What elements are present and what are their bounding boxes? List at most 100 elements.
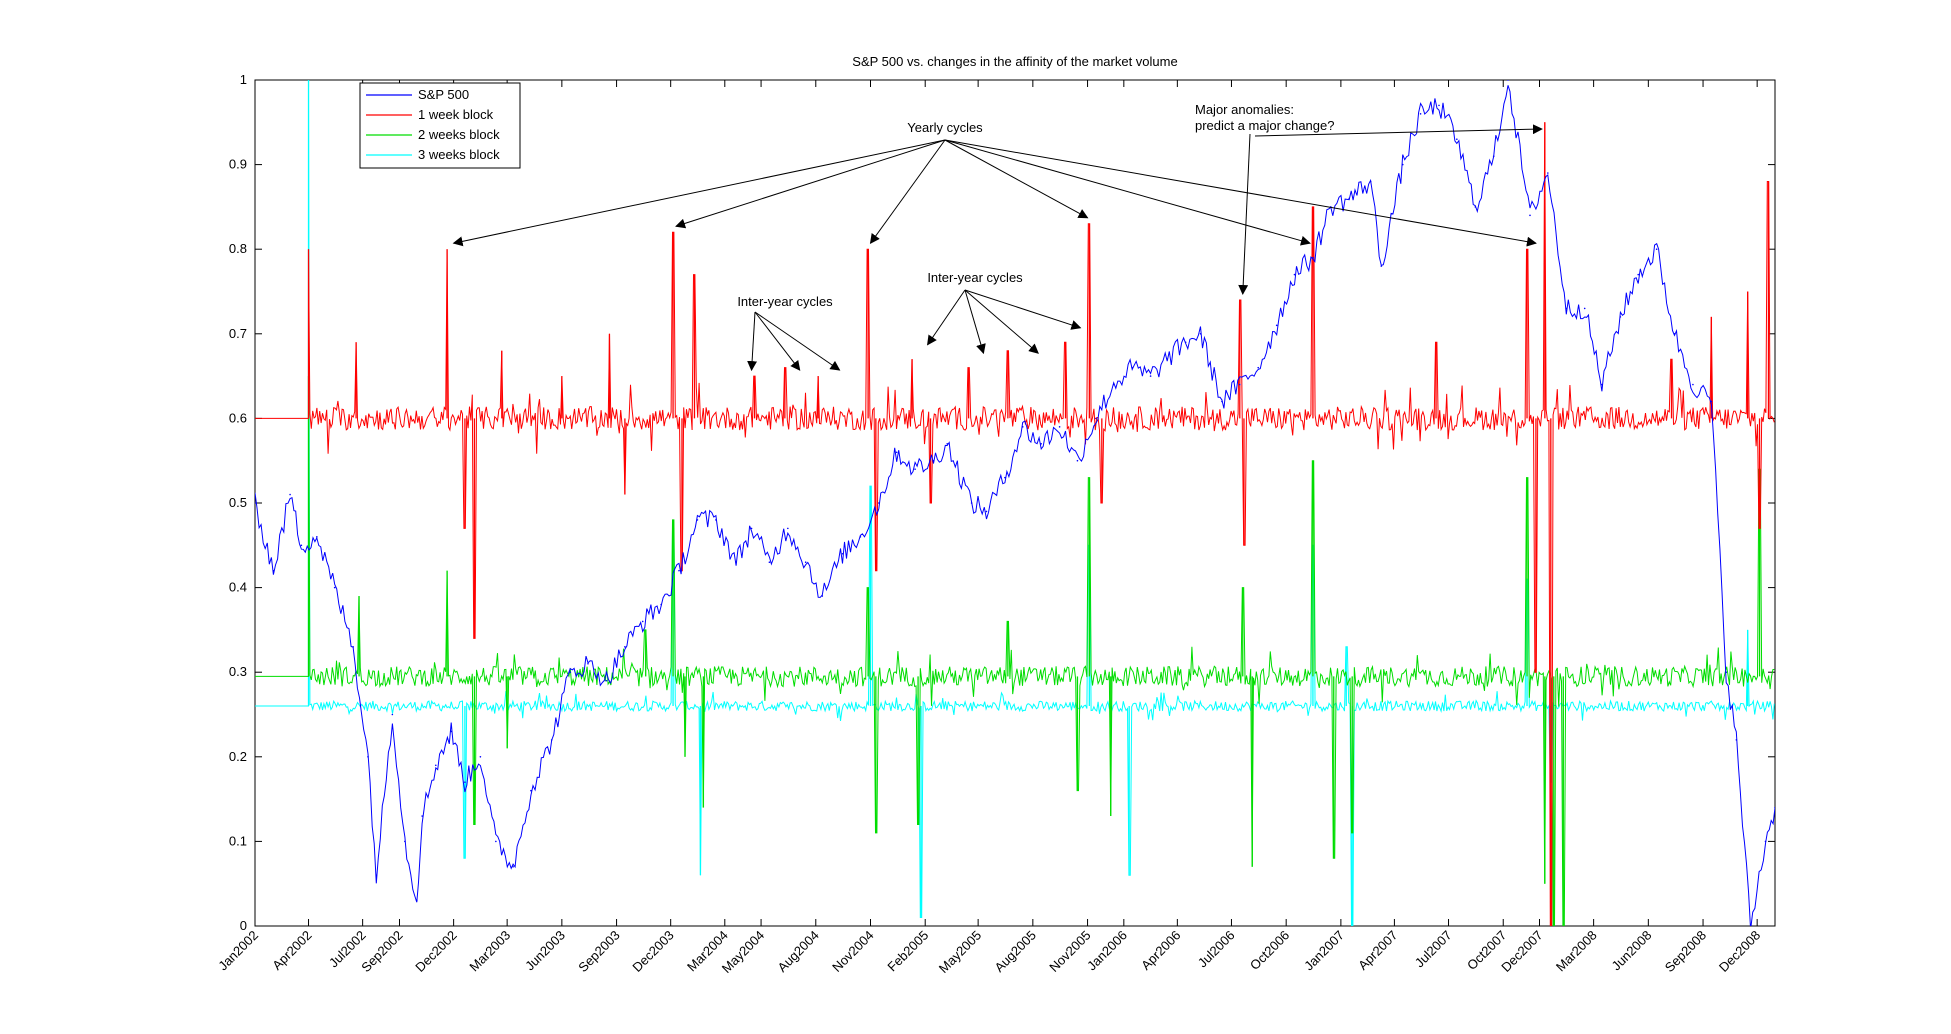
- sp500-point: [1149, 375, 1152, 377]
- annotation-arrow: [754, 311, 841, 371]
- sp500-point: [479, 756, 482, 758]
- sp500-point: [1184, 341, 1187, 344]
- sp500-point: [946, 442, 949, 445]
- sp500-point: [404, 840, 406, 843]
- annotation-arrow: [869, 139, 946, 245]
- sp500-point: [768, 561, 771, 564]
- sp500-point: [1749, 925, 1752, 926]
- x-tick-label: Sep2002: [358, 928, 405, 975]
- sp500-point: [1312, 256, 1314, 259]
- sp500-point: [1547, 172, 1549, 174]
- sp500-point: [289, 493, 291, 496]
- sp500-point: [1293, 273, 1296, 276]
- sp500-point: [787, 527, 789, 530]
- sp500-point: [375, 874, 378, 877]
- x-tick-label: Nov2005: [1046, 928, 1093, 975]
- sp500-point: [1221, 400, 1223, 403]
- annotation-arrow: [675, 139, 946, 229]
- annotation-arrow: [1238, 133, 1251, 295]
- series-group: [255, 80, 1775, 926]
- sp500-point: [859, 536, 862, 538]
- annotation-arrow: [964, 289, 1039, 354]
- sp500-point: [1692, 383, 1694, 386]
- x-tick-label: Mar2003: [466, 928, 513, 975]
- x-tick-label: Apr2007: [1355, 928, 1400, 973]
- y-tick-label: 0.6: [229, 410, 247, 425]
- y-tick-label: 0.2: [229, 749, 247, 764]
- sp500-point: [641, 620, 644, 623]
- annotations: Yearly cycles Inter-year cycles Inter-year…: [452, 102, 1543, 372]
- annotation-label: Inter-year cycles: [927, 270, 1023, 285]
- legend: S&P 500 1 week block 2 weeks block 3 weeks …: [359, 82, 521, 169]
- annotation-arrow: [944, 139, 1089, 219]
- annotation-arrow: [964, 289, 1082, 330]
- sp500-point: [1529, 214, 1531, 217]
- annotation-label-line2: predict a major change?: [1195, 118, 1334, 133]
- sp500-point: [272, 569, 275, 572]
- series-line-sp500: [255, 85, 1775, 926]
- sp500-point: [550, 739, 553, 741]
- x-tick-label: Jun2003: [522, 928, 568, 974]
- series-line-3-weeks-block: [255, 80, 1775, 926]
- sp500-point: [1565, 307, 1568, 310]
- sp500-point: [255, 502, 256, 504]
- sp500-point: [660, 603, 662, 606]
- annotation-arrow: [964, 289, 986, 355]
- sp500-point: [1474, 206, 1477, 208]
- annotation-arrow: [927, 289, 966, 346]
- sp500-point: [750, 527, 753, 530]
- x-tick-label: Jan2002: [215, 928, 261, 974]
- sp500-point: [1764, 840, 1767, 843]
- sp500-point: [1369, 180, 1372, 183]
- sp500-point: [1112, 383, 1115, 386]
- x-tick-label: Jun2008: [1609, 928, 1655, 974]
- annotation-arrow: [754, 311, 801, 371]
- sp500-point: [715, 519, 717, 521]
- x-tick-label: Nov2004: [829, 928, 876, 975]
- series-line-1-week-block: [255, 122, 1775, 926]
- sp500-point: [1735, 739, 1738, 741]
- sp500-point: [1095, 417, 1097, 420]
- x-tick-label: Feb2005: [884, 928, 931, 975]
- sp500-point: [1774, 806, 1775, 809]
- sp500-point: [624, 646, 626, 648]
- y-tick-label: 0.3: [229, 664, 247, 679]
- sp500-point: [1004, 476, 1006, 479]
- sp500-point: [1131, 366, 1133, 369]
- plot-area: [254, 79, 1776, 927]
- sp500-point: [696, 519, 699, 521]
- sp500-point: [450, 730, 453, 733]
- sp500-point: [1166, 358, 1169, 360]
- x-tick-label: Apr2006: [1138, 928, 1183, 973]
- x-tick-label: Apr2002: [269, 928, 314, 973]
- sp500-point: [495, 840, 497, 843]
- sp500-point: [1507, 80, 1509, 81]
- sp500-point: [1710, 400, 1713, 403]
- sp500-point: [1619, 316, 1622, 318]
- sp500-point: [587, 662, 589, 665]
- sp500-point: [421, 815, 423, 817]
- legend-label: 3 weeks block: [418, 147, 500, 162]
- x-tick-label: Dec2002: [412, 928, 459, 975]
- sp500-point: [434, 764, 437, 767]
- sp500-point: [605, 679, 608, 682]
- annotation-arrow: [944, 139, 1537, 247]
- sp500-point: [914, 468, 916, 470]
- x-tick-label: Aug2004: [774, 928, 821, 975]
- legend-label: 1 week block: [418, 107, 494, 122]
- annotation-label: Major anomalies:: [1195, 102, 1294, 117]
- x-tick-label: Sep2003: [575, 928, 622, 975]
- sp500-point: [1637, 273, 1640, 276]
- y-tick-label: 0.1: [229, 833, 247, 848]
- legend-label: 2 weeks block: [418, 127, 500, 142]
- legend-label: S&P 500: [418, 87, 469, 102]
- sp500-point: [300, 544, 303, 547]
- x-tick-label: Jan2006: [1084, 928, 1130, 974]
- x-tick-label: Dec2008: [1716, 928, 1763, 975]
- sp500-point: [1725, 671, 1728, 673]
- sp500-point: [1583, 307, 1586, 310]
- sp500-point: [985, 510, 988, 513]
- x-tick-label: Aug2005: [992, 928, 1039, 975]
- sp500-point: [569, 671, 571, 673]
